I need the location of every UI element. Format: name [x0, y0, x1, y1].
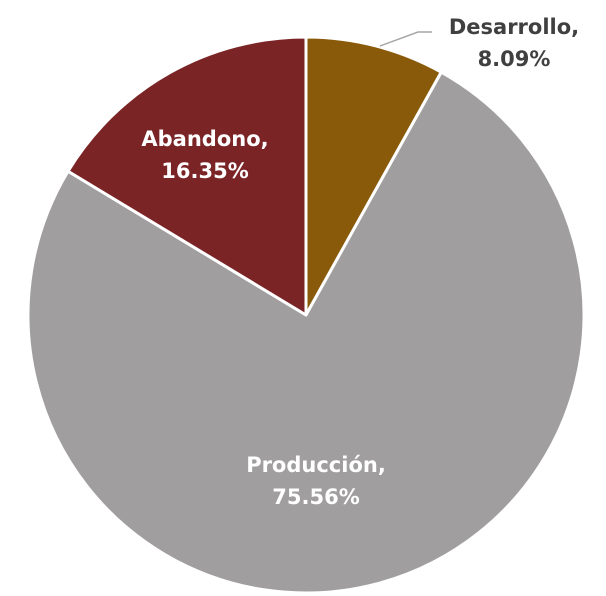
pie-slice-abandono — [66, 35, 308, 317]
slice-value-desarrollo: 8.09% — [478, 47, 551, 71]
slice-value-produccion: 75.56% — [272, 485, 359, 509]
pie-slice-desarrollo — [304, 35, 443, 317]
slice-label-abandono: Abandono, — [141, 127, 268, 151]
slice-value-abandono: 16.35% — [161, 159, 248, 183]
pie-slice-produccion — [26, 70, 586, 595]
slice-label-desarrollo: Desarrollo, — [449, 15, 579, 39]
leader-line-desarrollo — [379, 31, 432, 47]
slice-label-produccion: Producción, — [246, 453, 386, 477]
